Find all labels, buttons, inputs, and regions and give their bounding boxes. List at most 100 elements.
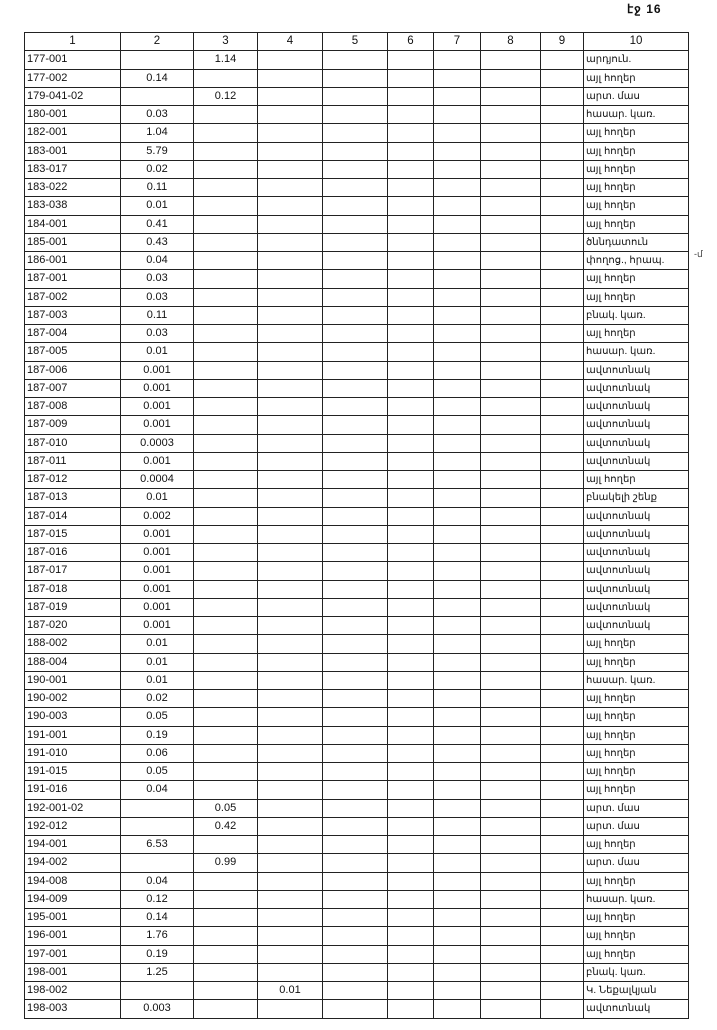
- value-cell: 0.03: [120, 104, 194, 125]
- land-use-cell: արտ. մաս: [583, 798, 689, 818]
- value-cell: 0.42: [193, 816, 258, 837]
- value-cell: [387, 853, 434, 873]
- value-cell: [433, 542, 481, 563]
- value-cell: 0.0003: [120, 433, 194, 453]
- value-cell: 0.05: [193, 798, 258, 818]
- value-cell: [433, 360, 481, 380]
- land-use-cell: այլ հողեր: [583, 123, 689, 143]
- value-cell: [540, 780, 584, 800]
- value-cell: [120, 853, 194, 873]
- value-cell: [257, 761, 323, 782]
- value-cell: [540, 250, 584, 271]
- value-cell: [540, 342, 584, 362]
- value-cell: [540, 451, 584, 472]
- value-cell: 0.19: [120, 725, 194, 745]
- value-cell: [540, 305, 584, 326]
- value-cell: [193, 597, 258, 618]
- parcel-code-cell: 191-016: [24, 780, 121, 800]
- value-cell: [387, 816, 434, 837]
- parcel-code-cell: 187-003: [24, 305, 121, 326]
- land-use-cell: ավտոտնակ: [583, 506, 689, 526]
- parcel-code-cell: 195-001: [24, 907, 121, 928]
- table-row: 177-001 1.14 արդյուն.: [24, 50, 689, 70]
- table-row: 192-001-02 0.05 արտ. մաս: [24, 798, 689, 818]
- value-cell: [433, 68, 481, 88]
- value-cell: [322, 287, 388, 307]
- parcel-code-cell: 187-009: [24, 415, 121, 435]
- value-cell: [540, 506, 584, 526]
- value-cell: [387, 889, 434, 910]
- value-cell: [433, 141, 481, 161]
- value-cell: [322, 177, 388, 198]
- land-use-cell: այլ հողեր: [583, 269, 689, 289]
- value-cell: 0.99: [193, 853, 258, 873]
- value-cell: [322, 944, 388, 964]
- value-cell: 0.001: [120, 451, 194, 472]
- value-cell: [433, 743, 481, 764]
- value-cell: [433, 834, 481, 855]
- value-cell: [387, 561, 434, 581]
- value-cell: 0.05: [120, 707, 194, 727]
- value-cell: [322, 159, 388, 180]
- value-cell: [322, 451, 388, 472]
- value-cell: [257, 214, 323, 234]
- value-cell: [257, 86, 323, 107]
- value-cell: [193, 561, 258, 581]
- table-row: 190-001 0.01 հասար. կառ.: [24, 670, 689, 691]
- value-cell: [480, 798, 541, 818]
- table-row: 183-001 5.79 այլ հողեր: [24, 141, 689, 161]
- parcel-code-cell: 187-014: [24, 506, 121, 526]
- value-cell: [387, 524, 434, 545]
- value-cell: [257, 524, 323, 545]
- value-cell: [433, 50, 481, 70]
- value-cell: [257, 962, 323, 983]
- value-cell: [322, 269, 388, 289]
- land-use-cell: այլ հողեր: [583, 469, 689, 490]
- value-cell: 0.0004: [120, 469, 194, 490]
- value-cell: [480, 579, 541, 599]
- value-cell: [433, 999, 481, 1019]
- value-cell: [257, 269, 323, 289]
- value-cell: [257, 853, 323, 873]
- land-use-cell: բնակելի շենք: [583, 488, 689, 508]
- table-row: 183-017 0.02 այլ հողեր: [24, 159, 689, 180]
- land-use-cell: այլ հողեր: [583, 287, 689, 307]
- land-use-cell: արտ. մաս: [583, 853, 689, 873]
- value-cell: [257, 141, 323, 161]
- value-cell: [257, 688, 323, 709]
- value-cell: [322, 542, 388, 563]
- value-cell: [257, 597, 323, 618]
- value-cell: [433, 798, 481, 818]
- table-row: 190-002 0.02 այլ հողեր: [24, 688, 689, 709]
- parcel-code-cell: 194-002: [24, 853, 121, 873]
- value-cell: [387, 451, 434, 472]
- value-cell: 6.53: [120, 834, 194, 855]
- parcel-code-cell: 196-001: [24, 926, 121, 946]
- value-cell: [257, 506, 323, 526]
- value-cell: [322, 469, 388, 490]
- value-cell: 0.02: [120, 159, 194, 180]
- parcel-code-cell: 190-002: [24, 688, 121, 709]
- value-cell: [480, 177, 541, 198]
- value-cell: [480, 396, 541, 417]
- value-cell: [257, 634, 323, 654]
- value-cell: [433, 177, 481, 198]
- value-cell: [257, 834, 323, 855]
- value-cell: [193, 506, 258, 526]
- table-row: 187-009 0.001 ավտոտնակ: [24, 415, 689, 435]
- value-cell: 0.43: [120, 232, 194, 253]
- value-cell: [480, 652, 541, 672]
- table-row: 194-002 0.99 արտ. մաս: [24, 853, 689, 873]
- parcel-code-cell: 191-010: [24, 743, 121, 764]
- value-cell: [322, 123, 388, 143]
- column-header: 5: [322, 31, 388, 52]
- value-cell: [322, 50, 388, 70]
- value-cell: [480, 214, 541, 234]
- value-cell: [387, 907, 434, 928]
- value-cell: [387, 962, 434, 983]
- value-cell: [193, 104, 258, 125]
- land-use-cell: այլ հողեր: [583, 214, 689, 234]
- value-cell: [540, 141, 584, 161]
- value-cell: [387, 542, 434, 563]
- value-cell: [433, 579, 481, 599]
